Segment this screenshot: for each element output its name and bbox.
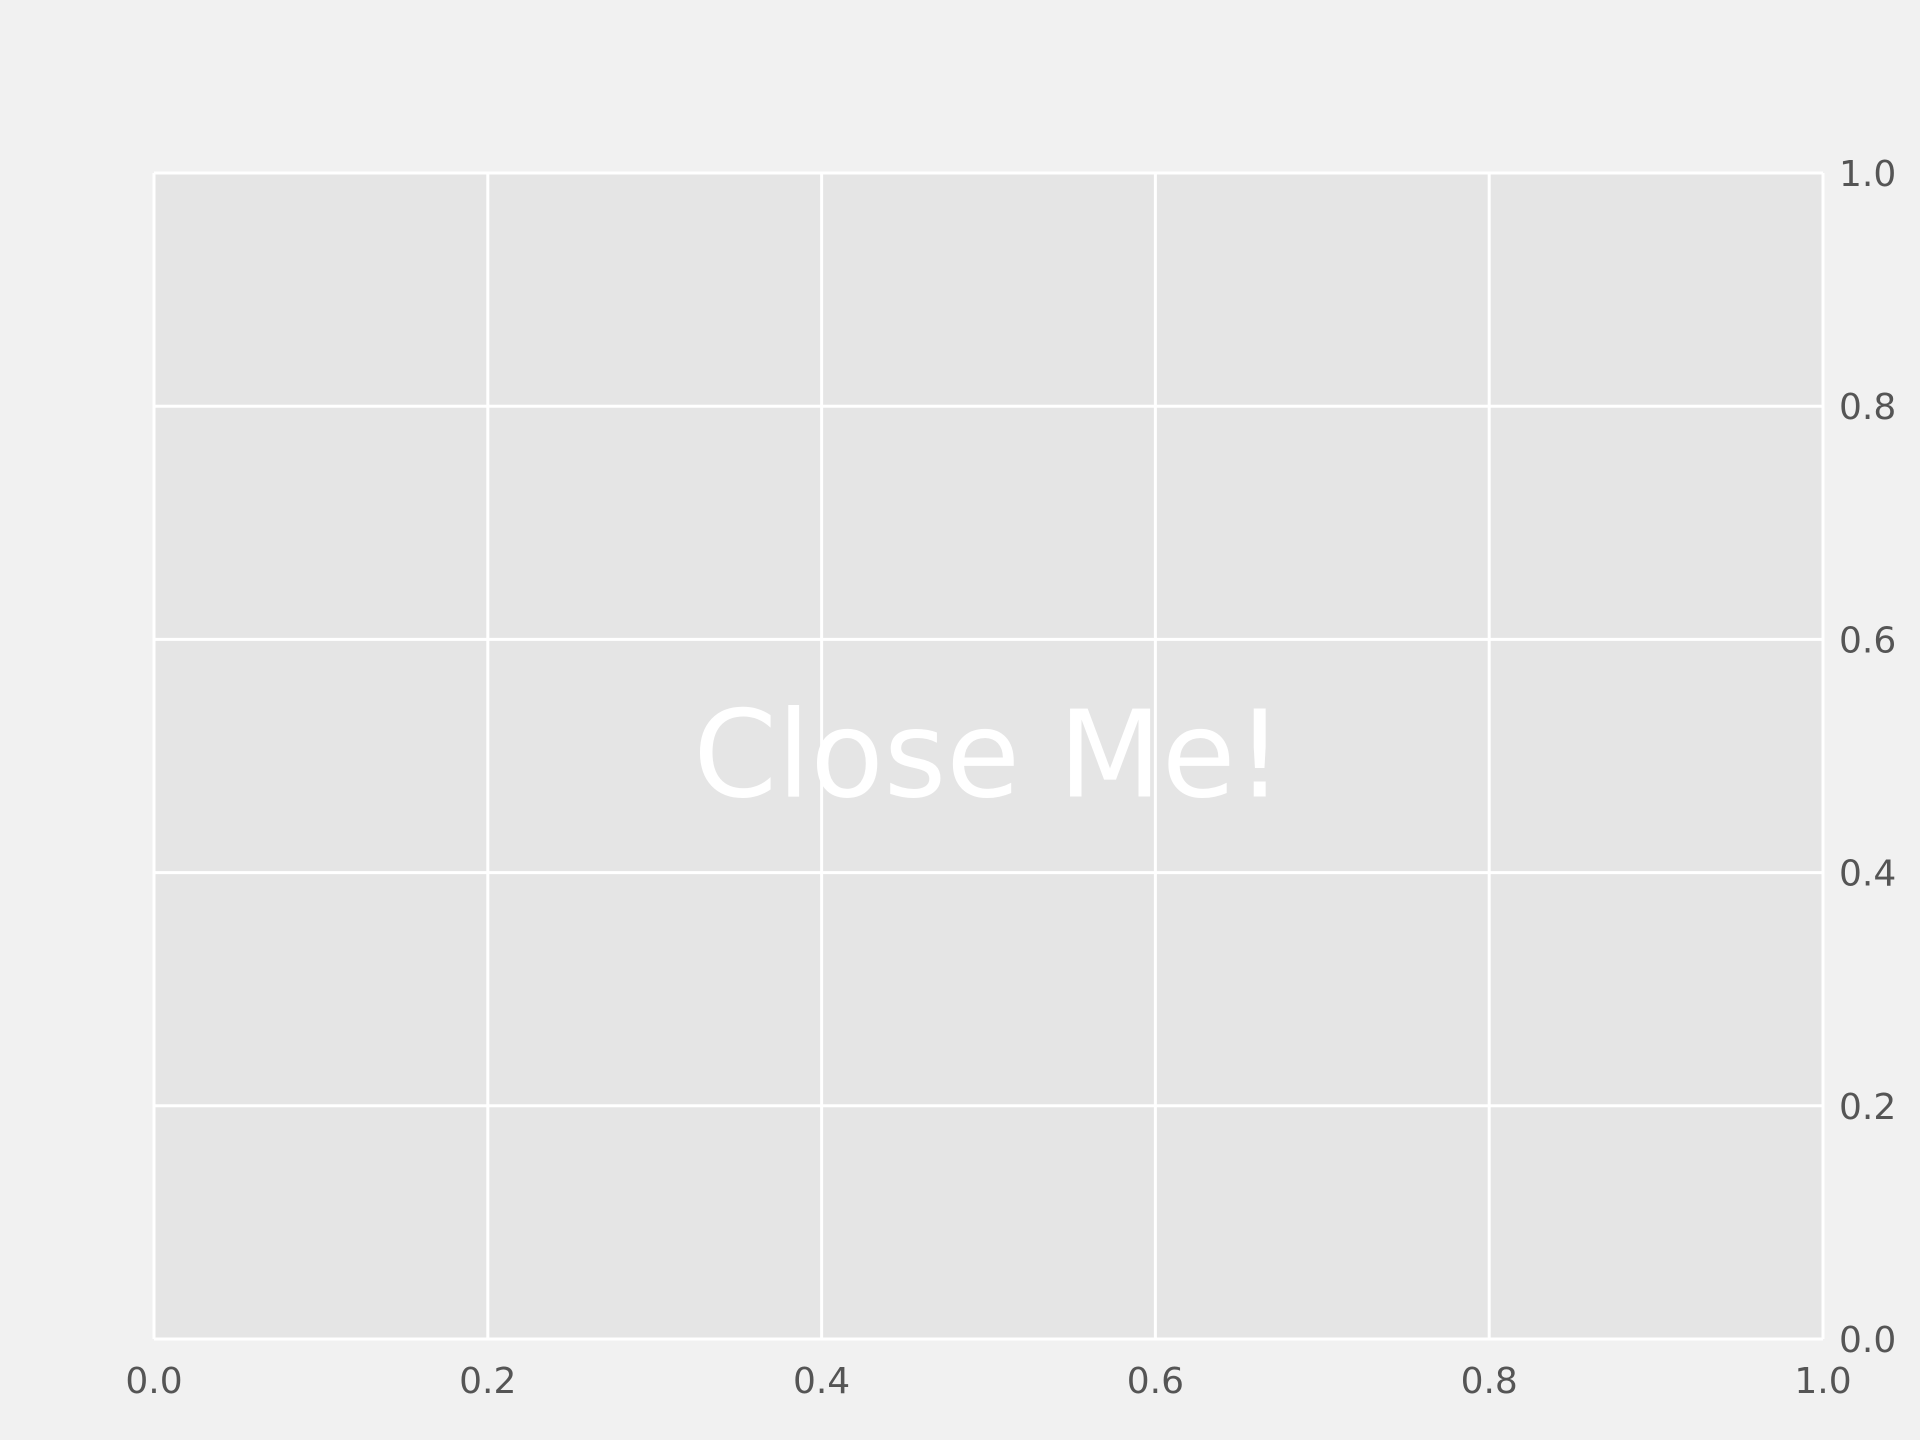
y-tick-label: 0.8 (1839, 387, 1896, 428)
y-tick-label: 0.4 (1839, 854, 1896, 895)
y-axis-tick-labels: 0.0 0.2 0.4 0.6 0.8 1.0 (1839, 154, 1896, 1361)
x-axis-tick-labels: 0.0 0.2 0.4 0.6 0.8 1.0 (125, 1361, 1851, 1402)
axes-background (154, 173, 1823, 1339)
y-tick-label: 1.0 (1839, 154, 1896, 195)
y-tick-label: 0.6 (1839, 620, 1896, 661)
x-tick-label: 0.6 (1127, 1361, 1184, 1402)
grid-lines (152, 171, 1825, 1341)
x-tick-label: 0.4 (793, 1361, 850, 1402)
annotation-text: Close Me! (693, 687, 1284, 826)
x-tick-label: 0.8 (1461, 1361, 1518, 1402)
annotations: Close Me! (693, 687, 1284, 826)
x-tick-label: 1.0 (1794, 1361, 1851, 1402)
x-tick-label: 0.2 (459, 1361, 516, 1402)
y-tick-label: 0.0 (1839, 1320, 1896, 1361)
x-tick-label: 0.0 (125, 1361, 182, 1402)
y-tick-label: 0.2 (1839, 1087, 1896, 1128)
